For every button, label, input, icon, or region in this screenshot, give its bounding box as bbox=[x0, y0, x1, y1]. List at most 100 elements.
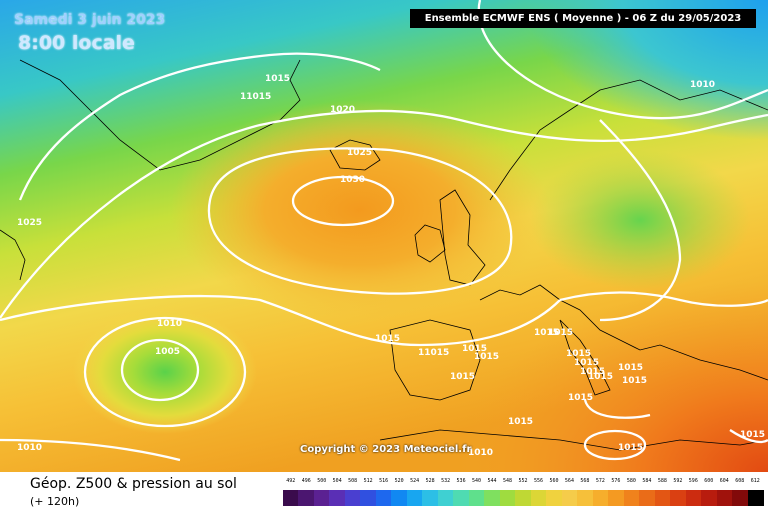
legend-tick: 540 bbox=[472, 478, 482, 484]
legend-tick: 592 bbox=[673, 478, 683, 484]
legend-swatch bbox=[484, 490, 501, 506]
legend-swatch bbox=[437, 490, 454, 506]
isobar-label: 1015 bbox=[508, 417, 533, 427]
isobar-label: 1015 bbox=[534, 328, 559, 338]
forecast-date: Samedi 3 juin 2023 bbox=[14, 12, 166, 28]
legend-swatch bbox=[406, 490, 423, 506]
isobar-1015-a bbox=[0, 294, 561, 347]
legend-swatch bbox=[375, 490, 392, 506]
isobar-label: 1015 bbox=[574, 358, 599, 368]
isobar-label: 1010 bbox=[157, 319, 182, 329]
isobar-label: 1015 bbox=[568, 393, 593, 403]
isobar-label: 1010 bbox=[690, 80, 715, 90]
legend-tick: 544 bbox=[487, 478, 497, 484]
legend-tick: 492 bbox=[286, 478, 296, 484]
legend-swatch bbox=[732, 490, 749, 506]
legend-swatch bbox=[344, 490, 361, 506]
isobar-label: 1015 bbox=[462, 344, 487, 354]
isobar-1015-b bbox=[559, 291, 768, 307]
legend-swatch bbox=[313, 490, 330, 506]
legend-tick: 608 bbox=[735, 478, 745, 484]
iceland-coast bbox=[329, 139, 381, 171]
isobar-label: 1010 bbox=[17, 443, 42, 453]
legend-tick: 556 bbox=[533, 478, 543, 484]
low-pressure-field bbox=[73, 310, 257, 434]
legend-swatch bbox=[701, 490, 718, 506]
isobar-label: 1015 bbox=[618, 363, 643, 373]
scandinavia-field bbox=[530, 150, 750, 290]
legend-tick: 496 bbox=[301, 478, 311, 484]
isobar-1010-sw bbox=[0, 438, 181, 462]
map-canvas: 1015 11015 1020 1025 1030 1025 1010 1010… bbox=[0, 0, 768, 472]
isobar-label: 1015 bbox=[580, 367, 605, 377]
legend-tick: 612 bbox=[750, 478, 760, 484]
isobar-1010-ring bbox=[83, 316, 247, 428]
legend-tick: 500 bbox=[317, 478, 327, 484]
model-run-banner: Ensemble ECMWF ENS ( Moyenne ) - 06 Z du… bbox=[410, 9, 756, 28]
legend-tick: 580 bbox=[626, 478, 636, 484]
legend-swatch bbox=[685, 490, 702, 506]
legend-swatch bbox=[453, 490, 470, 506]
legend-swatch bbox=[391, 490, 408, 506]
isobar-1010-east bbox=[599, 119, 682, 322]
legend-tick: 560 bbox=[549, 478, 559, 484]
legend-tick: 516 bbox=[379, 478, 389, 484]
legend-tick: 528 bbox=[425, 478, 435, 484]
legend-swatch bbox=[608, 490, 625, 506]
isobar-label: 1015 bbox=[265, 74, 290, 84]
isobar-label: 1005 bbox=[155, 347, 180, 357]
legend-swatch bbox=[499, 490, 516, 506]
legend-tick: 564 bbox=[564, 478, 574, 484]
continent-coast bbox=[479, 284, 768, 381]
isobar-label: 11015 bbox=[240, 92, 271, 102]
legend-swatch bbox=[592, 490, 609, 506]
iberia-coast bbox=[389, 319, 481, 401]
legend-tick: 508 bbox=[348, 478, 358, 484]
isobar-label: 1015 bbox=[548, 328, 573, 338]
legend-swatch bbox=[530, 490, 547, 506]
legend-tick: 604 bbox=[719, 478, 729, 484]
isobar-1015-med bbox=[583, 399, 651, 419]
copyright-notice: Copyright © 2023 Meteociel.fr bbox=[300, 444, 472, 455]
legend-tick: 524 bbox=[410, 478, 420, 484]
legend-tick-labels: 492 496 500 504 508 512 516 520 524 528 532 536 540 5… bbox=[283, 478, 763, 488]
isobar-label: 1015 bbox=[622, 376, 647, 386]
africa-coast bbox=[379, 429, 768, 451]
isobar-labels: 1015 11015 1020 1025 1030 1025 1010 1010… bbox=[17, 74, 765, 458]
isobar-label: 1020 bbox=[330, 105, 355, 115]
isobar-1030 bbox=[291, 175, 395, 227]
legend-tick: 596 bbox=[688, 478, 698, 484]
legend-swatch bbox=[716, 490, 733, 506]
isobar-label: 1025 bbox=[17, 218, 42, 228]
isobar-label: 1025 bbox=[347, 148, 372, 158]
legend-swatch bbox=[515, 490, 532, 506]
legend-swatch bbox=[577, 490, 594, 506]
legend-swatch bbox=[298, 490, 315, 506]
isobar-lines bbox=[0, 0, 768, 460]
field-title: Géop. Z500 & pression au sol bbox=[30, 476, 237, 492]
legend-swatch bbox=[546, 490, 563, 506]
map-footer: Géop. Z500 & pression au sol (+ 120h) 49… bbox=[0, 472, 768, 512]
west-coast bbox=[0, 229, 26, 281]
legend-tick: 532 bbox=[441, 478, 451, 484]
legend-tick: 520 bbox=[394, 478, 404, 484]
legend-swatch bbox=[329, 490, 346, 506]
legend-swatch bbox=[422, 490, 439, 506]
legend-tick: 576 bbox=[611, 478, 621, 484]
isobar-label: 1015 bbox=[618, 443, 643, 453]
legend-swatch bbox=[360, 490, 377, 506]
pressure-map: 1015 11015 1020 1025 1030 1025 1010 1010… bbox=[0, 0, 768, 472]
legend-tick: 588 bbox=[657, 478, 667, 484]
legend-swatch bbox=[670, 490, 687, 506]
britain-coast bbox=[439, 189, 486, 286]
isobar-1015-turkey bbox=[729, 429, 768, 444]
greenland-coast bbox=[19, 59, 301, 171]
ireland-coast bbox=[414, 224, 446, 263]
legend-tick: 600 bbox=[704, 478, 714, 484]
legend-swatch bbox=[747, 490, 764, 506]
forecast-lead-time: (+ 120h) bbox=[30, 495, 80, 508]
legend-tick: 536 bbox=[456, 478, 466, 484]
legend-swatch bbox=[654, 490, 671, 506]
isobar-1015-north bbox=[18, 52, 381, 201]
